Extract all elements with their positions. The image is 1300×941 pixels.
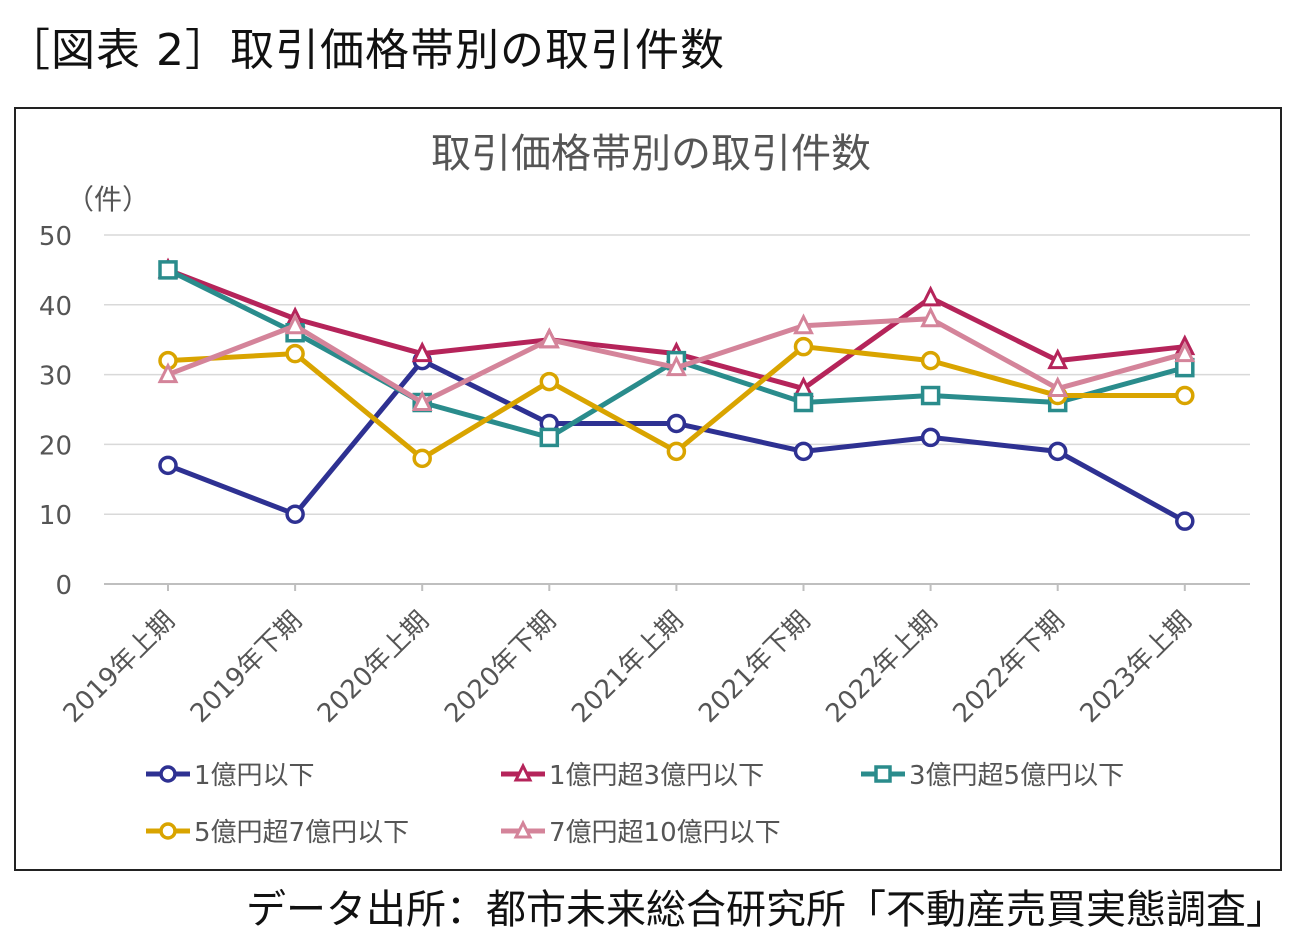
data-point [793, 313, 814, 335]
y-tick-label: 20 [39, 431, 72, 461]
legend-swatch-marker [159, 822, 177, 840]
data-point [158, 455, 178, 476]
x-tick-label: 2022年上期 [820, 606, 943, 729]
legend-swatch-marker [513, 762, 533, 782]
legend-label: 1億円以下 [194, 761, 315, 791]
legend-label: 7億円超10億円以下 [549, 818, 781, 848]
data-point [920, 427, 941, 448]
source-note: データ出所：都市未来総合研究所「不動産売買実態調査」 [246, 887, 1286, 933]
data-point [920, 306, 942, 328]
figure-caption: ［図表 2］取引価格帯別の取引件数 [6, 25, 725, 76]
data-point [1175, 385, 1195, 406]
data-point [793, 336, 814, 357]
y-tick-label: 10 [39, 501, 72, 531]
data-point [793, 441, 814, 462]
x-tick-label: 2019年下期 [185, 606, 308, 729]
chart-title: 取引価格帯別の取引件数 [431, 131, 871, 177]
y-tick-label: 40 [39, 292, 72, 322]
data-point [1175, 511, 1195, 531]
y-unit-label: （件） [66, 183, 150, 216]
legend-swatch-marker [159, 765, 177, 783]
data-point [666, 413, 687, 434]
x-tick-label: 2021年上期 [566, 606, 689, 729]
legend-item: 1億円超3億円以下 [501, 761, 764, 791]
data-point [412, 448, 432, 469]
x-tick-label: 2020年下期 [439, 606, 562, 729]
y-tick-label: 0 [55, 571, 72, 601]
data-point [411, 341, 433, 363]
data-point [1047, 376, 1069, 398]
series-line [167, 358, 1187, 524]
data-point [920, 350, 941, 371]
line-chart: 取引価格帯別の取引件数 （件） 0 10 20 30 40 50 2019年上期 2019年下… [39, 131, 1250, 848]
data-point [1047, 441, 1068, 462]
legend-swatch-marker [513, 819, 533, 839]
y-tick-label: 30 [39, 362, 72, 392]
data-point [158, 260, 178, 280]
x-tick-label: 2021年下期 [693, 606, 816, 729]
data-point [793, 392, 814, 413]
data-point [665, 355, 687, 377]
data-point [666, 441, 687, 462]
chart-frame: 取引価格帯別の取引件数 （件） 0 10 20 30 40 50 2019年上期 2019年下… [14, 107, 1282, 871]
x-tick-label: 2022年下期 [947, 606, 1070, 729]
data-point [1174, 341, 1196, 363]
legend-label: 3億円超5億円以下 [909, 761, 1124, 791]
data-point [285, 504, 305, 524]
legend-item: 1億円以下 [146, 761, 315, 791]
grid-layer [104, 234, 1250, 585]
legend-label: 5億円超7億円以下 [194, 818, 409, 848]
data-point [157, 362, 179, 384]
legend-item: 3億円超5億円以下 [861, 761, 1124, 791]
legend-label: 1億円超3億円以下 [549, 761, 764, 791]
x-tick-label: 2020年上期 [312, 606, 435, 729]
series-5 [157, 306, 1196, 412]
data-point [284, 313, 306, 335]
series-4 [158, 336, 1195, 469]
legend-swatch-marker [874, 765, 892, 783]
data-point [539, 371, 560, 392]
data-point [539, 427, 560, 448]
data-point [285, 343, 305, 364]
legend: 1億円以下 1億円超3億円以下 3億円超5億円以下 5億円超7億円以下 7億円超10億円… [146, 761, 1124, 848]
x-tick-label: 2019年上期 [58, 606, 181, 729]
data-point [538, 327, 560, 349]
data-point [411, 390, 433, 412]
data-point [1047, 348, 1069, 370]
series-layer [157, 257, 1196, 531]
data-point [920, 285, 942, 307]
legend-item: 7億円超10億円以下 [501, 818, 781, 848]
y-tick-label: 50 [39, 222, 72, 252]
legend-item: 5億円超7億円以下 [146, 818, 409, 848]
data-point [920, 385, 941, 406]
x-tick-label: 2023年上期 [1075, 606, 1198, 729]
